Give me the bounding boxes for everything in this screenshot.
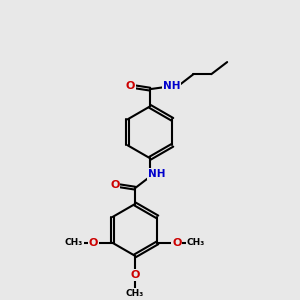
Text: NH: NH xyxy=(163,81,181,91)
Text: CH₃: CH₃ xyxy=(187,238,205,247)
Text: O: O xyxy=(125,81,135,91)
Text: O: O xyxy=(110,180,120,190)
Text: O: O xyxy=(130,270,140,280)
Text: O: O xyxy=(172,238,182,248)
Text: NH: NH xyxy=(148,169,165,179)
Text: O: O xyxy=(88,238,98,248)
Text: CH₃: CH₃ xyxy=(126,289,144,298)
Text: CH₃: CH₃ xyxy=(65,238,83,247)
